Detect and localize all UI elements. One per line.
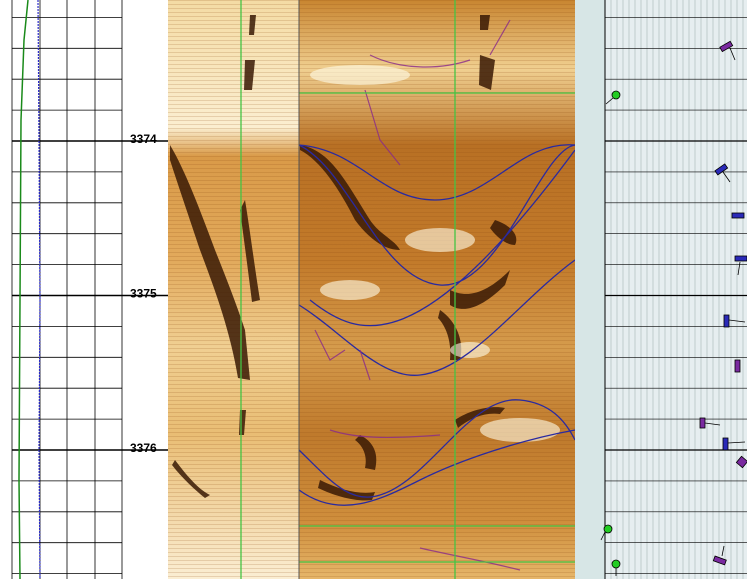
image-highlights [310,65,560,442]
image-guides [240,0,575,579]
sinusoids [298,144,576,506]
image-features [170,15,517,501]
tadpoles [600,40,747,576]
depth-labels: 3374 3375 3376 [130,132,157,455]
tadpole-margin [575,0,605,579]
depth-label: 3376 [130,441,157,455]
depth-label: 3374 [130,132,157,146]
depth-label: 3375 [130,287,157,301]
curve-track [11,0,168,579]
caliper-curve [37,0,41,579]
traced-fractures [314,19,521,571]
gamma-curve [18,0,29,579]
